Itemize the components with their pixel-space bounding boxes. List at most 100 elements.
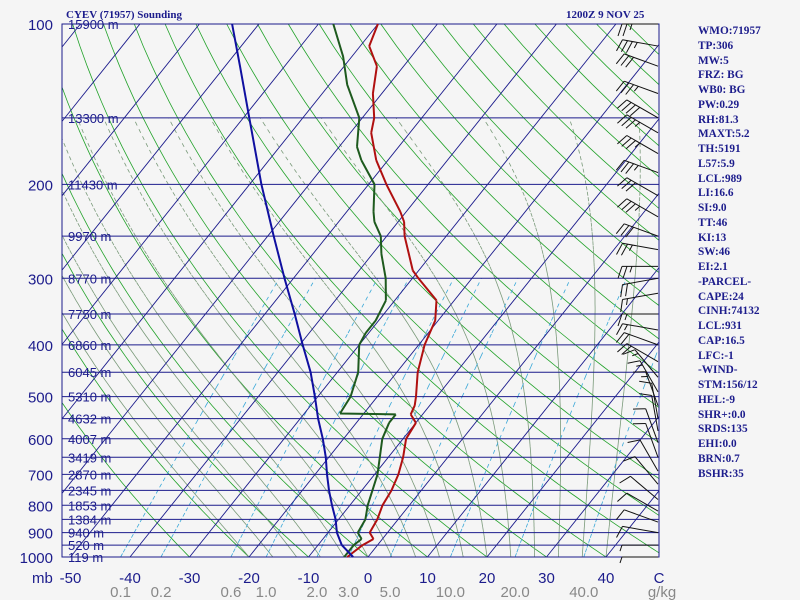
index-item: -PARCEL- xyxy=(698,275,752,288)
index-item: TP:306 xyxy=(698,39,734,52)
barb-flag xyxy=(625,203,636,213)
pressure-tick-label: 200 xyxy=(28,177,53,194)
barb-flag xyxy=(625,226,634,238)
wind-barb xyxy=(632,423,659,458)
index-item: LFC:-1 xyxy=(698,349,734,362)
wind-barbs xyxy=(615,23,659,564)
height-label: 9970 m xyxy=(68,229,111,244)
barb-half xyxy=(629,266,633,273)
barb-half xyxy=(636,364,643,367)
barb-flag xyxy=(615,80,625,92)
height-label: 8770 m xyxy=(68,271,111,286)
barb-flag xyxy=(615,509,625,521)
pressure-tick-label: 1000 xyxy=(20,550,53,567)
moist-adiabat xyxy=(482,117,561,557)
index-item: SHR+:0.0 xyxy=(698,408,746,421)
y-unit-label: mb xyxy=(32,570,53,587)
barb-half xyxy=(634,121,641,127)
height-label: 1384 m xyxy=(68,512,111,527)
isotherm xyxy=(248,44,660,558)
barb-shaft xyxy=(626,198,659,218)
wind-barb xyxy=(617,265,659,279)
temperature-tick-label: 0 xyxy=(364,570,372,587)
wind-barb xyxy=(639,393,659,431)
barb-shaft xyxy=(634,456,659,485)
index-item: LCL:989 xyxy=(698,172,742,185)
temperature-tick-label: 10 xyxy=(419,570,436,587)
barb-shaft xyxy=(634,349,659,378)
height-label: 13300 m xyxy=(68,111,119,126)
barb-flag xyxy=(620,284,623,298)
barb-flag xyxy=(625,182,636,192)
height-label: 1853 m xyxy=(68,498,111,513)
dry-adiabat xyxy=(226,23,660,480)
index-item: TT:46 xyxy=(698,216,728,229)
barb-half xyxy=(624,313,628,321)
barb-flag xyxy=(617,99,628,109)
pressure-tick-label: 600 xyxy=(28,432,53,449)
wind-barb xyxy=(617,198,659,218)
temperature-tick-label: 40 xyxy=(598,570,615,587)
barb-shaft xyxy=(626,492,659,512)
barb-half xyxy=(619,556,623,564)
isotherms xyxy=(61,23,660,558)
barb-half xyxy=(634,142,641,148)
index-item: STM:156/12 xyxy=(698,379,758,391)
dewpoint-line xyxy=(332,23,397,558)
barb-flag xyxy=(617,266,623,279)
barb-flag xyxy=(615,223,625,235)
barb-half xyxy=(632,353,639,357)
wind-barb xyxy=(619,544,659,552)
wind-barb xyxy=(616,525,659,538)
barb-shaft xyxy=(624,332,659,346)
barb-shaft xyxy=(624,80,659,94)
dry-adiabat xyxy=(61,402,190,558)
barb-shaft xyxy=(626,114,659,134)
height-label: 520 m xyxy=(68,538,104,553)
barb-flag xyxy=(621,200,632,211)
mixing-ratio-label: 1.0 xyxy=(256,584,277,600)
mixing-ratio-unit-label: g/kg xyxy=(648,584,676,600)
barb-flag xyxy=(617,198,628,208)
index-item: HEL:-9 xyxy=(698,393,736,406)
barb-shaft xyxy=(622,39,659,47)
temperature-tick-label: -20 xyxy=(238,570,260,587)
barb-shaft xyxy=(651,383,659,419)
barb-flag xyxy=(620,333,630,345)
wind-barb xyxy=(615,80,659,95)
barb-shaft xyxy=(624,159,659,174)
barb-shaft xyxy=(624,509,659,523)
temperature-tick-label: -30 xyxy=(179,570,201,587)
height-label: 2345 m xyxy=(68,483,111,498)
index-item: SW:46 xyxy=(698,246,731,259)
moist-adiabat xyxy=(168,117,440,558)
dry-adiabat xyxy=(565,23,660,116)
index-item: KI:13 xyxy=(698,231,727,244)
index-item: RH:81.3 xyxy=(698,113,739,126)
wind-barb xyxy=(617,343,659,363)
barb-flag xyxy=(627,439,641,443)
temperature-line xyxy=(346,23,438,558)
barb-flag xyxy=(616,526,623,538)
barb-flag xyxy=(617,23,623,37)
barb-shaft xyxy=(651,395,659,431)
barb-shaft xyxy=(622,292,659,300)
wind-barb xyxy=(616,323,659,336)
wind-barb xyxy=(615,509,659,523)
wind-barb xyxy=(627,439,659,472)
wind-barb xyxy=(627,360,659,393)
barb-shaft xyxy=(626,177,659,197)
barb-half xyxy=(628,244,633,251)
barb-shaft xyxy=(624,53,659,67)
wind-barb xyxy=(616,39,659,53)
barb-shaft xyxy=(624,223,659,237)
temperature-tick-label: -50 xyxy=(60,570,82,587)
barb-flag xyxy=(616,39,623,52)
barb-shaft xyxy=(622,525,659,534)
barb-shaft xyxy=(645,371,659,406)
barb-half xyxy=(633,42,638,49)
barb-flag xyxy=(622,23,628,37)
barb-flag xyxy=(621,345,632,355)
